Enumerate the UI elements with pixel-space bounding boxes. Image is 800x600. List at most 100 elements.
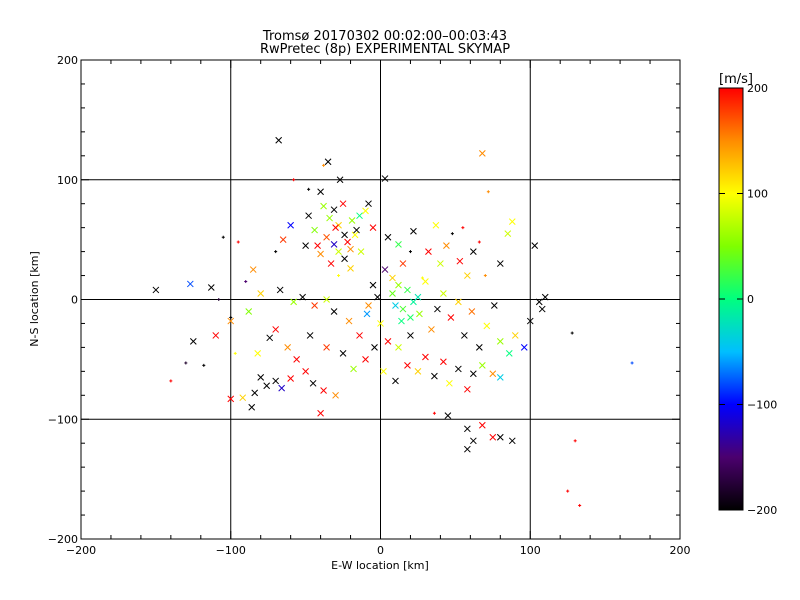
scatter-point-plus xyxy=(184,361,188,365)
scatter-point-x xyxy=(330,241,338,248)
scatter-point-x xyxy=(475,344,483,351)
scatter-point-x xyxy=(299,293,306,301)
scatter-point-x xyxy=(362,207,369,215)
scatter-point-x xyxy=(344,238,351,246)
scatter-point-x xyxy=(371,344,378,351)
scatter-point-x xyxy=(347,265,354,272)
scatter-point-x xyxy=(293,356,300,363)
scatter-point-x xyxy=(302,242,309,249)
scatter-point-x xyxy=(245,308,253,315)
scatter-point-x xyxy=(365,302,372,309)
scatter-point-x xyxy=(369,281,377,289)
scatter-point-x xyxy=(455,298,462,306)
scatter-point-x xyxy=(464,272,471,279)
scatter-point-x xyxy=(336,176,344,184)
scatter-point-x xyxy=(306,332,314,339)
scatter-point-x xyxy=(363,310,371,318)
scatter-point-x xyxy=(207,284,215,291)
scatter-point-x xyxy=(469,370,477,378)
scatter-point-x xyxy=(332,224,339,232)
scatter-point-x xyxy=(317,409,324,417)
scatter-point-x xyxy=(287,221,295,229)
scatter-point-plus xyxy=(202,363,206,367)
y-tick-label: 0 xyxy=(71,294,78,307)
scatter-point-x xyxy=(320,202,327,210)
scatter-point-x xyxy=(350,365,357,373)
scatter-point-x xyxy=(317,250,324,258)
scatter-point-x xyxy=(345,317,353,325)
scatter-point-x xyxy=(381,266,389,273)
scatter-point-x xyxy=(351,231,359,239)
x-tick-label: −200 xyxy=(66,544,96,557)
scatter-point-plus xyxy=(578,503,582,507)
scatter-point-x xyxy=(186,280,194,288)
scatter-point-x xyxy=(284,344,292,351)
scatter-point-x xyxy=(239,394,247,402)
scatter-point-x xyxy=(348,217,356,224)
scatter-point-plus xyxy=(274,250,278,254)
scatter-point-plus xyxy=(169,379,173,383)
scatter-point-x xyxy=(341,231,348,239)
scatter-point-x xyxy=(330,308,338,315)
scatter-point-plus xyxy=(322,163,326,167)
scatter-point-x xyxy=(324,158,332,166)
scatter-point-plus xyxy=(236,240,240,244)
scatter-point-plus xyxy=(483,274,487,278)
scatter-point-x xyxy=(447,314,455,321)
scatter-point-x xyxy=(392,302,399,309)
scatter-point-x xyxy=(374,293,381,301)
scatter-point-x xyxy=(538,305,546,313)
scatter-point-x xyxy=(377,320,384,327)
scatter-point-x xyxy=(356,212,363,220)
scatter-point-x xyxy=(455,365,462,373)
scatter-point-plus xyxy=(229,315,233,319)
scatter-point-x xyxy=(478,150,486,157)
scatter-point-x xyxy=(339,350,347,357)
scatter-point-x xyxy=(496,433,504,441)
scatter-point-x xyxy=(410,227,417,235)
scatter-point-x xyxy=(464,445,471,453)
scatter-point-x xyxy=(212,332,220,339)
scatter-point-x xyxy=(404,362,411,369)
scatter-point-x xyxy=(332,391,339,399)
scatter-point-x xyxy=(276,286,284,294)
scatter-point-x xyxy=(478,421,486,429)
scatter-point-x xyxy=(257,290,265,297)
chart-title: Tromsø 20170302 00:02:00–00:03:43 xyxy=(262,29,507,44)
y-tick-label: −100 xyxy=(48,413,78,426)
scatter-point-x xyxy=(392,377,399,385)
x-tick-label: −100 xyxy=(216,544,246,557)
colorbar-tick-label: 200 xyxy=(747,82,768,95)
scatter-point-x xyxy=(422,353,429,361)
scatter-point-x xyxy=(384,233,392,241)
scatter-point-x xyxy=(327,260,335,267)
scatter-point-x xyxy=(440,358,447,366)
scatter-point-plus xyxy=(337,274,341,278)
scatter-point-x xyxy=(152,286,160,294)
scatter-point-plus xyxy=(233,351,237,355)
scatter-point-x xyxy=(311,302,318,309)
scatter-point-plus xyxy=(566,489,570,493)
scatter-point-x xyxy=(323,344,330,351)
scatter-point-x xyxy=(437,260,444,267)
scatter-point-x xyxy=(407,314,414,321)
scatter-point-x xyxy=(314,242,321,249)
colorbar-ticks: −200 −100 0 100 200 xyxy=(718,82,777,517)
scatter-point-x xyxy=(478,362,486,369)
scatter-point-x xyxy=(323,296,330,303)
scatter-point-plus xyxy=(217,298,221,301)
colorbar-tick-label: 0 xyxy=(747,293,754,306)
scatter-point-x xyxy=(461,332,468,339)
x-tick-label: 100 xyxy=(520,544,541,557)
scatter-point-plus xyxy=(307,187,311,191)
scatter-point-x xyxy=(496,373,504,381)
scatter-point-x xyxy=(311,226,318,234)
scatter-point-x xyxy=(254,350,262,357)
scatter-point-x xyxy=(468,308,476,315)
scatter-point-x xyxy=(227,395,235,403)
scatter-point-plus xyxy=(573,439,577,443)
scatter-point-x xyxy=(464,425,471,433)
scatter-point-x xyxy=(440,290,447,297)
y-tick-label: −200 xyxy=(48,533,78,546)
scatter-point-x xyxy=(526,317,534,325)
